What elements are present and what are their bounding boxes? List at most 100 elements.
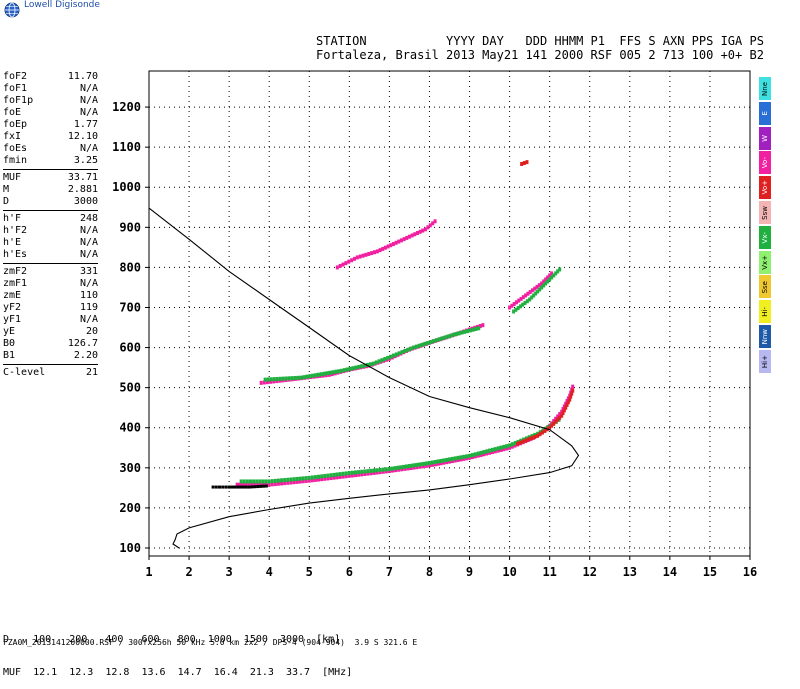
echo-mark: [224, 485, 228, 489]
param-name: fxI: [3, 131, 22, 142]
echo-mark: [512, 302, 516, 307]
echo-mark: [267, 479, 271, 484]
echo-mark: [293, 375, 297, 380]
echo-mark: [244, 485, 248, 489]
x-tick-label: 9: [466, 565, 473, 579]
echo-mark: [550, 275, 554, 280]
echo-mark: [397, 351, 401, 356]
echo-mark: [513, 443, 517, 448]
echo-mark: [332, 472, 336, 477]
echo-mark: [538, 432, 542, 437]
echo-mark: [552, 419, 556, 424]
param-value: 1.77: [73, 119, 98, 130]
echo-mark: [520, 161, 524, 166]
echo-mark: [407, 234, 411, 239]
param-row: h'F 248: [3, 213, 98, 225]
trace-vo: [516, 388, 575, 446]
echo-mark: [530, 288, 534, 293]
echo-mark: [371, 361, 375, 366]
echo-mark: [283, 478, 287, 483]
echo-mark: [533, 286, 537, 291]
x-tick-label: 5: [306, 565, 313, 579]
echo-mark: [462, 454, 466, 459]
legend-label: Vx+: [761, 254, 769, 270]
echo-mark: [286, 477, 290, 482]
echo-mark: [411, 345, 415, 350]
x-tick-label: 12: [583, 565, 597, 579]
echo-mark: [265, 380, 269, 385]
echo-mark: [453, 456, 457, 461]
echo-mark: [355, 255, 359, 260]
echo-mark: [460, 330, 464, 335]
echo-mark: [568, 397, 572, 402]
trace-vx: [239, 417, 561, 484]
echo-mark: [524, 293, 528, 298]
echo-mark: [558, 412, 562, 417]
echo-mark: [537, 283, 541, 288]
x-tick-label: 11: [542, 565, 556, 579]
legend-item: Nnw: [759, 324, 771, 348]
echo-mark: [452, 332, 456, 337]
echo-mark: [292, 480, 296, 485]
echo-mark: [381, 467, 385, 472]
echo-mark: [457, 331, 461, 336]
echo-mark: [446, 334, 450, 339]
echo-mark: [488, 448, 492, 453]
echo-mark: [335, 472, 339, 477]
echo-mark: [375, 468, 379, 473]
echo-mark: [426, 340, 430, 345]
param-name: foEp: [3, 119, 28, 130]
grid: [149, 71, 750, 556]
echo-mark: [416, 462, 420, 467]
echo-mark: [375, 470, 379, 475]
param-value: 33.71: [67, 172, 98, 183]
echo-mark: [347, 473, 351, 478]
header-values: Fortaleza, Brasil 2013 May21 141 2000 RS…: [316, 48, 764, 62]
echo-mark: [406, 347, 410, 352]
echo-mark: [414, 344, 418, 349]
x-tick-label: 8: [426, 565, 433, 579]
echo-mark: [571, 388, 575, 393]
echo-mark: [352, 256, 356, 261]
echo-mark: [462, 456, 466, 461]
echo-mark: [542, 283, 546, 288]
echo-mark: [513, 441, 517, 446]
echo-mark: [430, 462, 434, 467]
echo-mark: [505, 444, 509, 449]
echo-mark: [512, 309, 516, 314]
echo-mark: [399, 238, 403, 243]
echo-mark: [544, 277, 548, 282]
echo-mark: [427, 463, 431, 468]
param-row: foE N/A: [3, 107, 98, 119]
x-tick-label: 3: [226, 565, 233, 579]
param-row: zmE 110: [3, 290, 98, 302]
echo-mark: [544, 281, 548, 286]
echo-mark: [273, 482, 277, 487]
echo-mark: [403, 349, 407, 354]
param-value: 248: [79, 213, 98, 224]
x-tick-label: 2: [185, 565, 192, 579]
echo-mark: [423, 227, 427, 232]
legend-label: Nnw: [761, 328, 769, 345]
x-tick-label: 10: [502, 565, 516, 579]
echo-mark: [532, 293, 536, 298]
echo-mark: [397, 239, 401, 244]
echo-mark: [479, 452, 483, 457]
echo-mark: [418, 229, 422, 234]
echo-mark: [387, 356, 391, 361]
echo-mark: [526, 291, 530, 296]
param-row: yE 20: [3, 326, 98, 338]
echo-mark: [481, 323, 485, 328]
legend-item: Hi+: [759, 349, 771, 373]
echo-mark: [442, 458, 446, 463]
param-row: zmF2 331: [3, 266, 98, 278]
divider: [3, 364, 98, 365]
echo-mark: [410, 233, 414, 238]
echo-mark: [556, 417, 560, 422]
echo-mark: [383, 245, 387, 250]
echo-mark: [387, 469, 391, 474]
echo-mark: [242, 479, 246, 484]
param-name: foF1: [3, 83, 28, 94]
param-row: foF2 11.70: [3, 71, 98, 83]
echo-mark: [431, 339, 435, 344]
